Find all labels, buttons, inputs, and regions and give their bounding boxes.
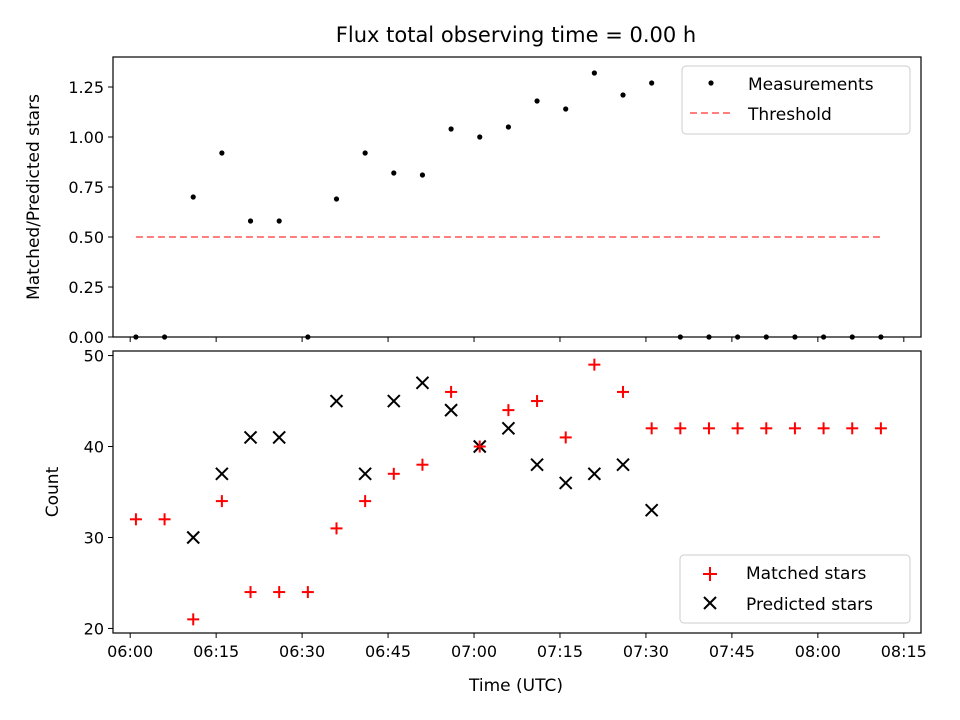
x-tick-label: 08:00: [795, 642, 841, 661]
predicted-star-point: [644, 503, 659, 517]
count-panel: Count Time (UTC) 20 30 40 50 06:00 06:15 06:3…: [43, 347, 927, 696]
top-plot-frame: [112, 56, 922, 338]
matched-star-point: [559, 431, 572, 444]
matched-star-point: [416, 458, 429, 471]
matched-star-point: [244, 586, 257, 599]
predicted-star-point: [501, 421, 516, 436]
legend-matched-label: Matched stars: [746, 564, 866, 584]
measurement-point: [448, 126, 454, 132]
predicted-star-point: [358, 467, 372, 481]
matched-star-point: [674, 422, 687, 435]
matched-star-point: [731, 422, 744, 435]
matched-star-point: [187, 613, 200, 626]
matched-star-point: [445, 385, 458, 398]
x-tick-label: 07:30: [623, 642, 669, 661]
legend-predicted-label: Predicted stars: [746, 595, 873, 615]
measurement-point: [333, 196, 340, 202]
measurement-point: [563, 106, 569, 112]
predicted-star-point: [243, 430, 258, 445]
top-y-tick-label: 0.75: [68, 178, 104, 197]
matched-star-point: [645, 422, 658, 435]
x-tick-label: 06:00: [107, 642, 153, 661]
measurement-point: [477, 134, 483, 140]
x-tick-label: 07:00: [451, 642, 497, 661]
matched-star-point: [158, 513, 171, 526]
matched-star-point: [502, 404, 515, 417]
measurement-point: [649, 80, 655, 86]
x-tick-label: 08:15: [881, 642, 927, 661]
top-legend-box: [681, 65, 911, 135]
predicted-star-point: [530, 458, 544, 472]
predicted-star-point: [587, 467, 602, 481]
predicted-star-point: [444, 403, 458, 417]
x-tick-label: 06:30: [279, 642, 325, 661]
legend-measurements-marker: [708, 80, 714, 86]
matched-star-point: [387, 467, 400, 480]
top-y-tick-label: 0.00: [68, 328, 104, 347]
chart-title: Flux total observing time = 0.00 h: [336, 23, 696, 47]
bottom-y-tick-label: 40: [84, 438, 104, 457]
predicted-star-point: [415, 376, 430, 390]
top-y-tick-label: 1.25: [68, 78, 104, 97]
ratio-panel: Matched/Predicted stars 0.00 0.25 0.50 0.75…: [24, 56, 922, 347]
legend-predicted-marker: [703, 596, 717, 610]
predicted-star-point: [559, 476, 573, 490]
legend-matched-marker: [703, 567, 717, 581]
matched-star-point: [330, 522, 343, 535]
measurement-point: [247, 218, 254, 224]
x-tick-label: 07:15: [537, 642, 583, 661]
matched-star-point: [702, 422, 715, 435]
measurement-point: [419, 172, 426, 178]
matched-star-point: [588, 358, 601, 371]
measurement-point: [190, 194, 196, 200]
measurement-point: [534, 98, 540, 104]
x-tick-label: 07:45: [709, 642, 755, 661]
top-legend: Measurements Threshold: [681, 65, 911, 135]
matched-star-point: [215, 495, 228, 508]
bottom-plot-frame: [112, 350, 922, 634]
measurement-point: [276, 218, 282, 224]
matched-star-point: [301, 586, 314, 599]
x-tick-label: 06:15: [193, 642, 239, 661]
matched-star-point: [874, 422, 887, 435]
legend-threshold-label: Threshold: [747, 105, 832, 125]
bottom-y-tick-label: 20: [84, 619, 104, 638]
measurement-point: [362, 150, 368, 156]
legend-measurements-label: Measurements: [748, 75, 874, 95]
bottom-legend-box: [679, 554, 911, 624]
matched-star-point: [273, 586, 286, 599]
measurement-point: [620, 92, 626, 98]
bottom-legend: Matched stars Predicted stars: [679, 554, 911, 624]
bottom-y-axis-label: Count: [43, 466, 63, 517]
predicted-star-point: [387, 394, 401, 408]
measurement-point: [591, 70, 597, 76]
matched-star-point: [359, 495, 372, 508]
measurement-point: [219, 150, 225, 156]
predicted-star-point: [329, 394, 344, 408]
predicted-star-point: [272, 430, 286, 445]
bottom-y-tick-label: 50: [84, 347, 104, 366]
measurement-point: [505, 124, 512, 130]
matched-star-point: [760, 422, 773, 435]
top-y-axis-label: Matched/Predicted stars: [24, 94, 44, 300]
matched-star-point: [617, 385, 630, 398]
matched-star-point: [846, 422, 859, 435]
bottom-y-tick-label: 30: [84, 528, 104, 547]
matched-star-point: [788, 422, 801, 435]
top-y-tick-label: 0.50: [68, 228, 104, 247]
top-y-tick-label: 1.00: [68, 128, 104, 147]
bottom-x-axis-label: Time (UTC): [468, 676, 563, 696]
predicted-star-point: [186, 530, 200, 545]
measurement-point: [391, 170, 397, 176]
matched-star-point: [473, 440, 486, 453]
predicted-star-point: [215, 467, 229, 481]
matched-star-point: [531, 395, 544, 408]
matched-star-point: [817, 422, 830, 435]
top-y-tick-label: 0.25: [68, 278, 104, 297]
predicted-star-point: [616, 458, 630, 472]
matched-star-point: [129, 513, 142, 526]
x-tick-label: 06:45: [365, 642, 411, 661]
